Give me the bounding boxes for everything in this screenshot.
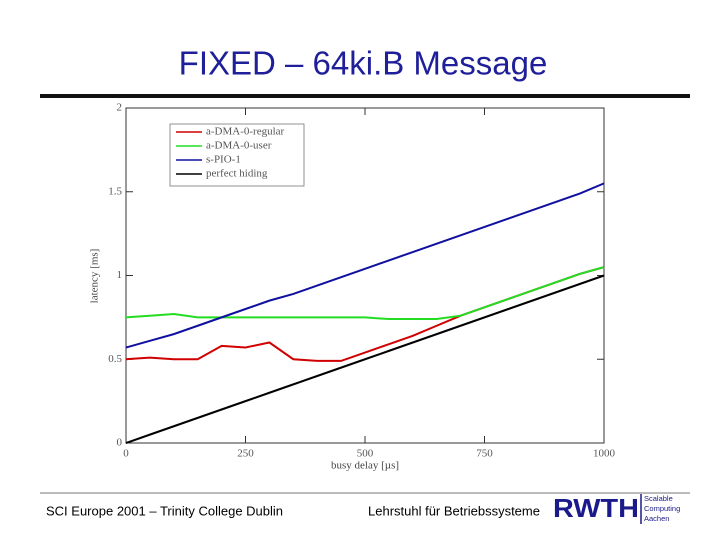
logo-sub: Computing [644,504,680,513]
y-tick-label: 1 [117,269,123,281]
x-axis-label: busy delay [µs] [331,460,399,472]
legend-box [169,123,305,187]
logo: RWTH [553,493,639,523]
series-line [125,182,605,349]
logo-sub: Scalable [644,494,673,503]
logo-sub: Aachen [644,514,669,523]
y-tick-label: 1.5 [108,185,122,197]
x-tick-label: 1000 [593,448,616,460]
x-tick-label: 750 [476,448,493,460]
series-line [125,266,605,362]
slide-title: FIXED – 64ki.B Message [179,45,548,82]
x-tick-label: 250 [237,448,254,460]
y-tick-label: 0 [117,437,123,449]
y-tick-label: 2 [117,102,123,114]
x-tick-label: 500 [357,448,374,460]
footer-left: SCI Europe 2001 – Trinity College Dublin [46,503,283,518]
footer-center: Lehrstuhl für Betriebssysteme [368,503,540,518]
series-line [125,274,605,444]
legend-label: s-PIO-1 [206,154,241,166]
x-tick-label: 0 [123,448,129,460]
legend-label: perfect hiding [206,168,268,180]
series-line [125,266,605,321]
y-tick-label: 0.5 [108,353,122,365]
y-axis-label: latency [ms] [89,249,101,304]
legend-label: a-DMA-0-regular [206,126,285,138]
legend-label: a-DMA-0-user [206,140,272,152]
